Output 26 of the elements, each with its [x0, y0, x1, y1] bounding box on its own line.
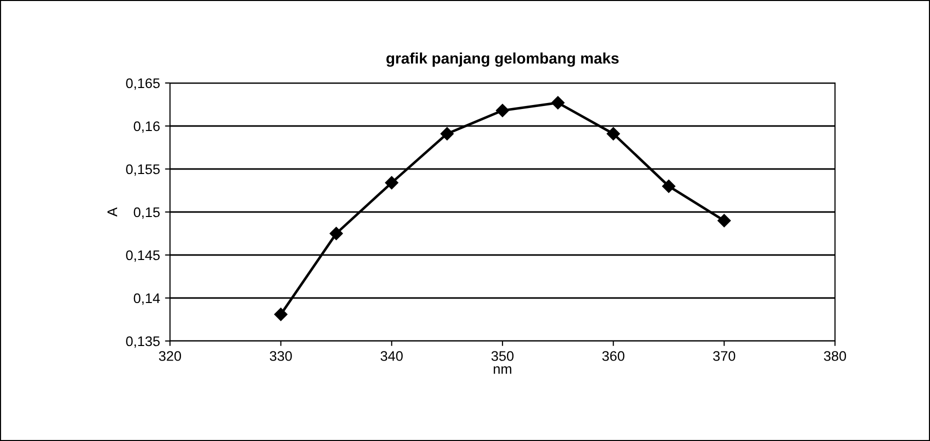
x-tick-label: 370	[713, 351, 736, 361]
y-axis-title: A	[108, 207, 118, 217]
chart-title: grafik panjang gelombang maks	[386, 52, 619, 67]
point	[718, 214, 731, 228]
y-tick-label: 0,135	[126, 336, 160, 348]
point	[385, 176, 398, 190]
x-tick-label: 350	[491, 351, 514, 361]
y-tick-label: 0,145	[126, 250, 160, 262]
point	[440, 127, 454, 140]
x-axis-title: nm	[494, 366, 512, 374]
point	[606, 127, 620, 140]
point	[551, 96, 565, 110]
y-tick-label: 0,155	[126, 164, 160, 176]
x-tick-label: 330	[270, 351, 292, 361]
point	[662, 180, 676, 193]
point	[274, 308, 288, 321]
point	[330, 226, 343, 240]
x-tick-label: 360	[602, 351, 624, 361]
x-tick-label: 340	[380, 351, 403, 361]
y-tick-label: 0,14	[134, 293, 160, 305]
y-tick-label: 0,165	[126, 78, 160, 90]
y-tick-label: 0,15	[134, 207, 160, 219]
point	[496, 104, 510, 118]
y-tick-label: 0,16	[134, 121, 160, 133]
x-tick-label: 320	[158, 351, 182, 361]
x-tick-label: 380	[824, 351, 846, 361]
